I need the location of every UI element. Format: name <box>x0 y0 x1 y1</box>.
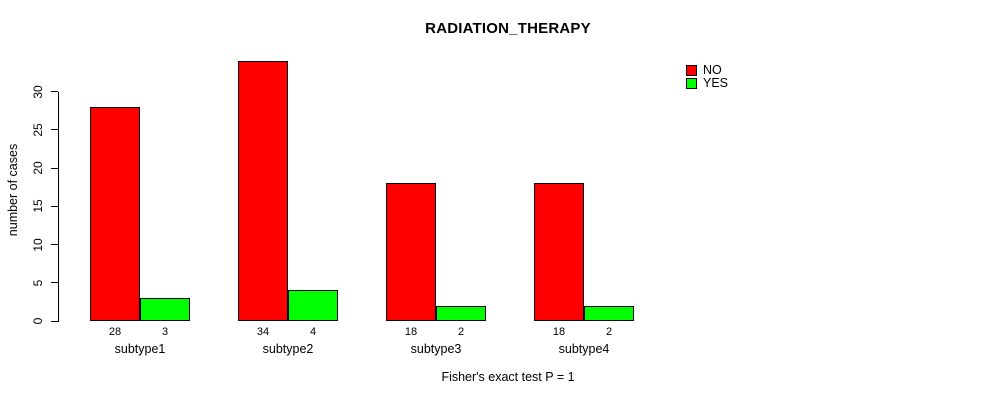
legend-row-no: NO <box>686 64 728 77</box>
chart-title: RADIATION_THERAPY <box>425 20 591 37</box>
bar-value-label: 18 <box>404 326 418 338</box>
category-label-subtype4: subtype4 <box>558 342 610 356</box>
category-label-subtype3: subtype3 <box>410 342 462 356</box>
bar-value-label: 34 <box>256 326 270 338</box>
y-axis-tick-label: 20 <box>31 161 45 175</box>
legend-label-no: NO <box>703 63 722 77</box>
y-axis-tick-label: 25 <box>31 123 45 137</box>
bar-value-label: 4 <box>309 326 317 338</box>
legend-label-yes: YES <box>703 76 729 90</box>
category-label-subtype2: subtype2 <box>262 342 314 356</box>
bar-value-label: 28 <box>108 326 122 338</box>
bar-value-label: 2 <box>457 326 465 338</box>
y-axis-tick <box>51 205 58 207</box>
bar-no-subtype3 <box>386 183 436 321</box>
legend: NO YES <box>686 64 728 90</box>
bar-yes-subtype2 <box>288 290 338 321</box>
legend-swatch-yes <box>686 78 697 89</box>
y-axis-tick <box>51 282 58 284</box>
y-axis-line <box>58 92 59 322</box>
category-label-subtype1: subtype1 <box>114 342 166 356</box>
bar-yes-subtype3 <box>436 306 486 321</box>
footnote-fisher-test: Fisher's exact test P = 1 <box>441 370 575 384</box>
y-axis-tick <box>51 320 58 322</box>
bar-no-subtype2 <box>238 61 288 321</box>
bar-yes-subtype1 <box>140 298 190 321</box>
y-axis-tick-label: 15 <box>31 199 45 213</box>
bar-value-label: 18 <box>552 326 566 338</box>
legend-row-yes: YES <box>686 77 728 90</box>
y-axis-tick-label: 5 <box>31 279 45 287</box>
bar-value-label: 3 <box>161 326 169 338</box>
y-axis-tick <box>51 129 58 131</box>
y-axis-tick-label: 30 <box>31 84 45 99</box>
y-axis-tick <box>51 244 58 246</box>
legend-swatch-no <box>686 65 697 76</box>
y-axis-tick-label: 10 <box>31 237 45 252</box>
y-axis-tick <box>51 91 58 93</box>
y-axis-title: number of cases <box>6 143 20 237</box>
bar-yes-subtype4 <box>584 306 634 321</box>
bar-no-subtype4 <box>534 183 584 321</box>
y-axis-tick <box>51 167 58 169</box>
bar-no-subtype1 <box>90 107 140 321</box>
y-axis-tick-label: 0 <box>31 317 45 325</box>
bar-value-label: 2 <box>605 326 613 338</box>
